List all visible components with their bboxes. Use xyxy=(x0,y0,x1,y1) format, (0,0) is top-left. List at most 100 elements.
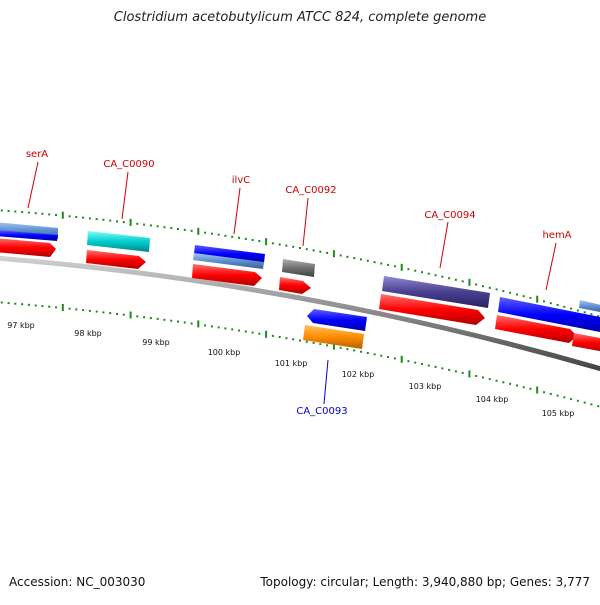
major-tick xyxy=(332,250,335,258)
minor-tick xyxy=(224,327,227,330)
minor-tick xyxy=(204,231,207,234)
minor-tick xyxy=(163,318,166,321)
minor-tick xyxy=(448,368,451,371)
minor-tick xyxy=(210,232,213,235)
gene-feature-ca-c0094[interactable] xyxy=(382,276,490,308)
minor-tick xyxy=(515,293,518,296)
major-tick xyxy=(129,218,132,226)
minor-tick xyxy=(427,364,430,367)
minor-tick xyxy=(231,328,234,331)
minor-tick xyxy=(502,381,505,384)
minor-tick xyxy=(576,399,579,402)
label-leaders xyxy=(27,161,557,405)
leader-sera xyxy=(27,161,39,209)
major-tick xyxy=(468,370,471,378)
lower-tick-track xyxy=(0,301,600,408)
minor-tick xyxy=(556,304,559,306)
gene-label-ca-c0090[interactable]: CA_C0090 xyxy=(103,159,154,170)
minor-tick xyxy=(21,303,24,306)
cds-feature-ca-c0090[interactable] xyxy=(86,250,146,269)
minor-tick xyxy=(393,265,396,268)
cds-feature-hema[interactable] xyxy=(495,315,577,343)
gene-feature-hema-steel[interactable] xyxy=(579,300,600,313)
minor-tick xyxy=(21,211,24,214)
minor-tick xyxy=(421,363,423,365)
minor-tick xyxy=(454,370,457,373)
minor-tick xyxy=(285,244,288,247)
minor-tick xyxy=(441,367,444,370)
scale-labels: 97 kbp 98 kbp 99 kbp 100 kbp 101 kbp 102… xyxy=(7,321,574,418)
gene-feature-ca-c0093-orange[interactable] xyxy=(303,325,364,349)
cds-feature-ca-c0092[interactable] xyxy=(279,277,311,294)
minor-tick xyxy=(136,315,139,318)
major-tick xyxy=(265,238,268,246)
cds-feature-ilvc[interactable] xyxy=(192,264,262,286)
minor-tick xyxy=(48,213,51,216)
gene-feature-ca-c0093[interactable] xyxy=(307,309,367,331)
minor-tick xyxy=(414,361,417,364)
genome-title: Clostridium acetobutylicum ATCC 824, com… xyxy=(113,10,487,25)
gene-label-ca-c0092[interactable]: CA_C0092 xyxy=(285,185,336,196)
gene-feature-sera-blue[interactable] xyxy=(0,230,58,241)
major-tick xyxy=(536,295,539,303)
minor-tick xyxy=(360,350,362,353)
minor-tick xyxy=(488,286,491,289)
minor-tick xyxy=(319,250,322,253)
gene-feature-ilvc[interactable] xyxy=(194,245,265,263)
minor-tick xyxy=(597,405,600,408)
minor-tick xyxy=(448,277,451,280)
gene-label-hema[interactable]: hemA xyxy=(542,230,571,241)
minor-tick xyxy=(509,291,512,294)
minor-tick xyxy=(380,262,383,265)
major-tick xyxy=(61,211,64,219)
minor-tick xyxy=(271,242,274,245)
leader-ca-c0090 xyxy=(121,171,129,220)
minor-tick xyxy=(68,215,71,218)
gene-feature-ilvc-steel[interactable] xyxy=(193,253,264,269)
gene-label-sera[interactable]: serA xyxy=(26,149,48,160)
cds-feature-sera[interactable] xyxy=(0,238,56,257)
major-tick xyxy=(61,304,64,311)
cds-feature-ca-c0094[interactable] xyxy=(379,294,485,325)
minor-tick xyxy=(549,302,552,305)
minor-tick xyxy=(55,306,57,309)
gene-feature-ca-c0090[interactable] xyxy=(87,231,150,252)
minor-tick xyxy=(14,210,17,213)
gene-label-ca-c0093[interactable]: CA_C0093 xyxy=(296,406,347,417)
gene-label-ca-c0094[interactable]: CA_C0094 xyxy=(424,210,475,221)
minor-tick xyxy=(210,325,213,328)
minor-tick xyxy=(102,311,105,314)
major-tick xyxy=(468,278,471,286)
minor-tick xyxy=(163,226,166,229)
minor-tick xyxy=(407,268,410,271)
scale-label: 99 kbp xyxy=(142,338,170,347)
scale-label: 98 kbp xyxy=(74,329,102,338)
gene-feature-ca-c0092[interactable] xyxy=(282,259,315,277)
minor-tick xyxy=(563,305,566,308)
minor-tick xyxy=(583,311,586,314)
minor-tick xyxy=(597,315,600,318)
gene-feature-hema[interactable] xyxy=(498,297,600,333)
minor-tick xyxy=(441,275,444,278)
minor-tick xyxy=(116,220,118,223)
minor-tick xyxy=(204,324,207,327)
minor-tick xyxy=(482,376,484,379)
minor-tick xyxy=(434,274,437,277)
minor-tick xyxy=(590,313,593,316)
cds-feature-next[interactable] xyxy=(572,333,600,352)
minor-tick xyxy=(393,357,396,360)
minor-tick xyxy=(183,228,186,231)
minor-tick xyxy=(88,309,91,312)
minor-tick xyxy=(27,303,30,306)
minor-tick xyxy=(461,280,464,283)
minor-tick xyxy=(543,391,545,394)
minor-tick xyxy=(177,320,179,323)
minor-tick xyxy=(421,271,423,274)
gene-label-ilvc[interactable]: ilvC xyxy=(232,175,250,186)
minor-tick xyxy=(529,387,532,390)
minor-tick xyxy=(482,285,484,288)
minor-tick xyxy=(353,257,356,260)
minor-tick xyxy=(556,394,559,397)
scale-label: 102 kbp xyxy=(342,370,375,379)
minor-tick xyxy=(224,234,227,237)
